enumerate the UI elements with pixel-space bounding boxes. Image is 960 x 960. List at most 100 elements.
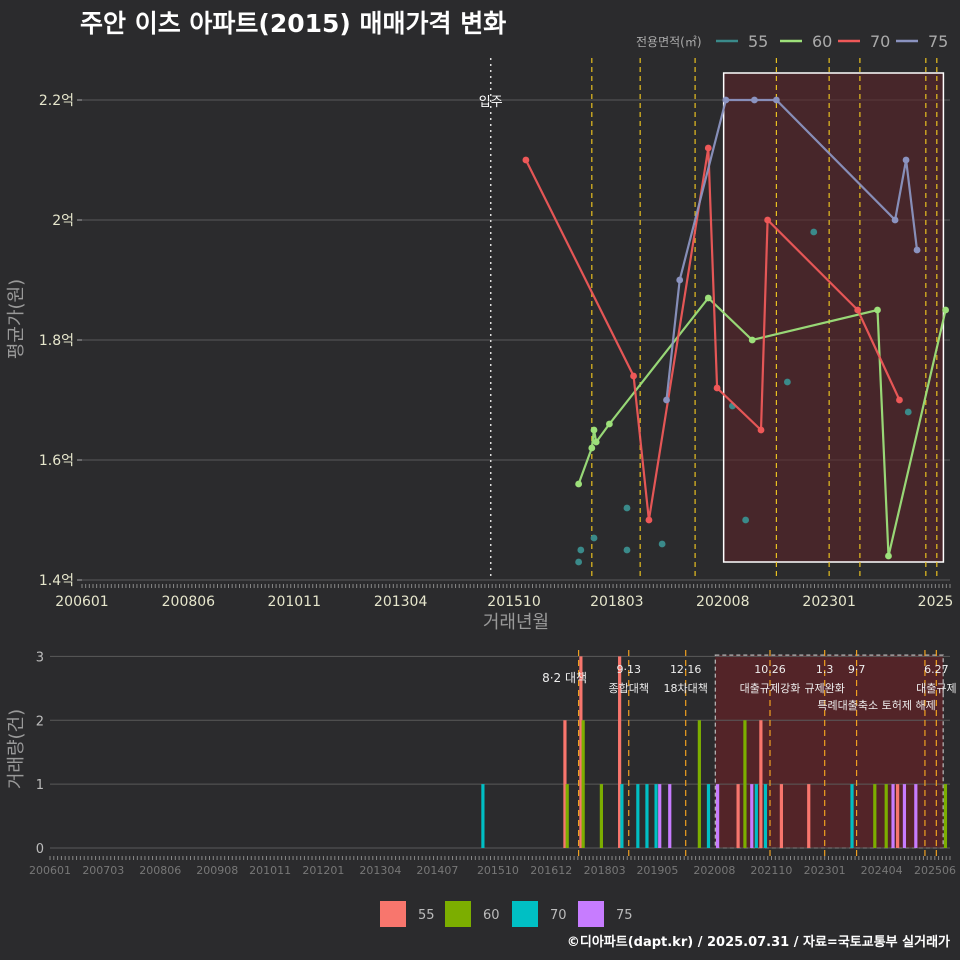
legend-label-60: 60 [812,32,832,51]
legend-key-75 [578,901,604,927]
point-60 [605,420,613,428]
x-tick-label: 201510 [487,594,540,610]
policy-annotation-date: 12·16 [670,663,702,676]
bar-55 [779,784,783,848]
point-70 [854,306,862,314]
bar-55 [807,784,811,848]
policy-annotation-text: 특례대출축소 토허제 해제 [817,698,935,712]
legend-label-60: 60 [483,908,500,923]
point-70 [630,372,637,380]
point-75 [913,246,921,254]
x-tick-label: 202110 [750,864,792,877]
legend-label-75: 75 [928,32,948,51]
y-tick-label: 0 [36,842,44,857]
x-tick-label: 202301 [802,594,855,610]
policy-annotation-text: 대출규제 [916,682,956,695]
point-55 [623,546,631,554]
bar-70 [754,784,758,848]
bar-55 [759,720,763,848]
policy-annotation-date: 10.26 [754,663,786,676]
legend-label-70: 70 [550,908,567,923]
x-tick-label: 201011 [249,864,291,877]
x-tick-label: 202404 [861,864,903,877]
point-55 [623,504,631,512]
point-60 [575,480,583,488]
point-60 [588,444,596,452]
point-75 [663,396,670,404]
legend-bottom: 55 60 70 75 [380,901,633,927]
bar-75 [902,784,907,848]
point-75 [902,156,910,164]
y-axis-label: 거래량(건) [6,709,27,789]
point-75 [722,96,730,104]
bar-70 [850,784,854,848]
point-60 [748,336,756,344]
point-70 [757,426,765,434]
bar-70 [706,784,711,848]
policy-annotation: 8·2 대책 [542,670,587,685]
y-tick-label: 1.8억 [39,333,74,349]
x-axis-label: 거래년월 [483,612,549,633]
y-tick-label: 3 [36,650,44,665]
chart-title: 주안 이츠 아파트(2015) 매매가격 변화 [80,9,507,38]
x-tick-label: 2025 [918,594,954,610]
point-70 [713,384,721,392]
bar-70 [645,784,649,848]
point-60 [590,426,598,434]
point-55 [590,534,598,542]
point-70 [764,216,772,224]
point-75 [773,96,780,104]
point-70 [522,156,530,164]
bar-60 [565,784,569,848]
point-55 [742,516,750,524]
x-tick-label: 200806 [139,864,181,877]
policy-annotation-text: 규제완화 [804,682,844,695]
bar-60 [743,720,747,848]
x-tick-label: 202008 [693,864,735,877]
point-55 [904,408,912,416]
bar-55 [618,656,622,848]
policy-annotation-date: 9·7 [848,663,866,676]
policy-annotation-text: 18차대책 [664,682,708,695]
legend-title: 전용면적(㎡) [636,35,702,49]
bar-55 [736,784,740,848]
point-60 [874,306,881,314]
x-tick-label: 202301 [804,864,846,877]
legend-label-75: 75 [616,908,633,923]
bar-55 [563,720,567,848]
bar-75 [750,784,754,848]
x-tick-label: 200806 [162,594,216,610]
y-tick-label: 1 [36,778,44,793]
point-55 [577,546,585,554]
bar-75 [715,784,720,848]
bar-60 [873,784,877,848]
legend: 전용면적(㎡) 55 60 70 75 [636,32,948,51]
bar-75 [914,784,918,848]
policy-annotation-date: 9·13 [616,663,641,676]
x-tick-label: 200908 [196,864,238,877]
legend-key-55 [380,901,406,927]
bar-70 [636,784,640,848]
x-tick-label: 201011 [268,594,321,610]
bar-75 [658,784,662,848]
point-70 [645,516,653,524]
series-line-60 [577,296,947,557]
point-75 [891,216,899,224]
move-in-label: 입주 [479,95,503,110]
x-tick-label: 200601 [55,594,108,610]
x-tick-label: 201304 [374,594,428,610]
y-tick-label: 2 [36,714,44,729]
policy-annotation-date: 1.3 [816,663,834,676]
legend-key-60 [445,901,471,927]
x-tick-label: 201407 [416,864,458,877]
bar-60 [943,784,948,848]
x-tick-label: 201304 [359,864,401,877]
point-60 [704,294,712,302]
legend-label-70: 70 [870,32,890,51]
bar-75 [668,784,672,848]
x-tick-label: 200703 [82,864,124,877]
x-tick-label: 201201 [302,864,344,877]
highlight-box [722,72,945,563]
legend-label-55: 55 [748,32,768,51]
